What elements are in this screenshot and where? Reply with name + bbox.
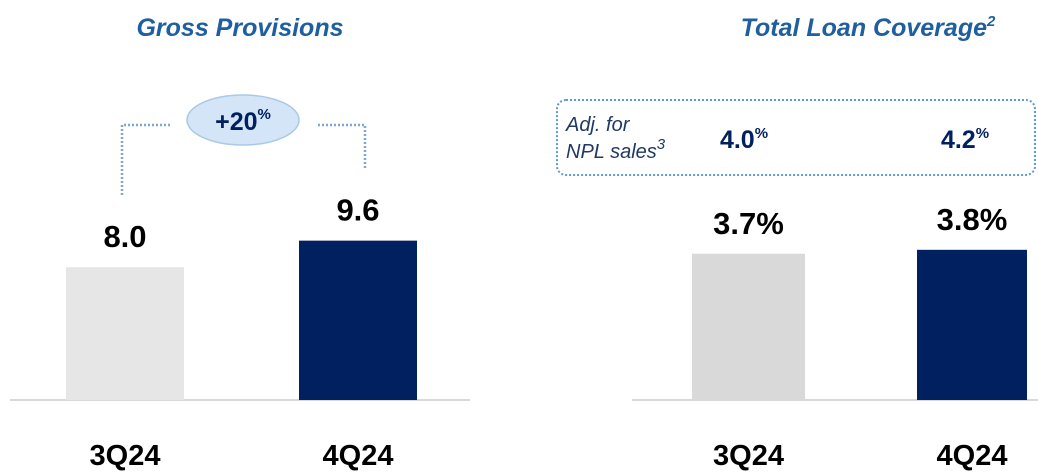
bar	[917, 249, 1027, 400]
adjusted-unit: %	[976, 125, 989, 142]
category-label: 4Q24	[323, 440, 394, 472]
adjusted-label: NPL sales3	[566, 136, 666, 163]
growth-text: +20	[215, 108, 257, 136]
adjusted-value: 4.0%	[720, 125, 768, 154]
bracket-left	[120, 123, 170, 195]
title-text: Gross Provisions	[136, 14, 343, 42]
adjusted-line: Adj. for	[565, 114, 631, 136]
adjusted-label: Adj. for	[565, 114, 631, 136]
bar	[66, 267, 184, 400]
title-text: Total Loan Coverage	[741, 14, 987, 42]
adjusted-value-text: 4.2	[941, 126, 976, 154]
adjusted-line: NPL sales	[566, 141, 657, 163]
adjusted-unit: %	[755, 125, 768, 142]
category-label: 4Q24	[937, 440, 1008, 472]
category-label: 3Q24	[90, 440, 161, 472]
growth-unit: %	[258, 106, 271, 123]
chart-title: Total Loan Coverage2	[741, 13, 996, 42]
value-label: 3.7%	[713, 206, 784, 241]
adjusted-box	[556, 99, 1036, 176]
value-label: 8.0	[103, 219, 146, 254]
bar	[692, 253, 805, 400]
value-label: 9.6	[336, 193, 379, 228]
chart-title: Gross Provisions	[136, 14, 343, 42]
adjusted-value-text: 4.0	[720, 126, 755, 154]
bracket-right	[318, 123, 367, 168]
adjusted-note: 3	[657, 136, 666, 153]
growth-label: +20%	[215, 106, 271, 136]
bar	[299, 240, 417, 400]
adjusted-value: 4.2%	[941, 125, 989, 154]
title-note: 2	[986, 13, 996, 30]
growth-bubble	[186, 94, 300, 146]
value-label: 3.8%	[937, 202, 1008, 237]
category-label: 3Q24	[713, 440, 784, 472]
